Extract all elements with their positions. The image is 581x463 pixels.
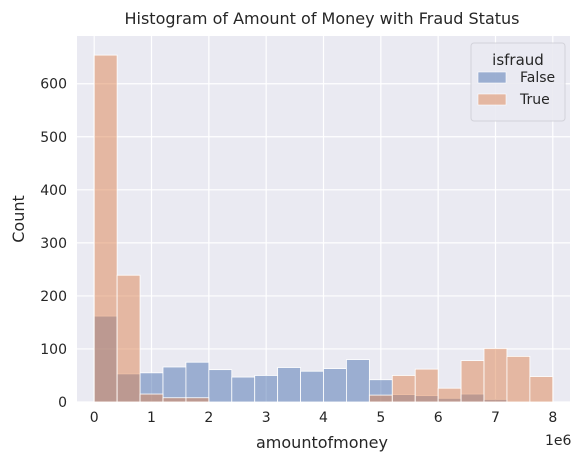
bar-true — [460, 360, 485, 403]
bar-false — [185, 361, 210, 403]
bar-true — [116, 274, 141, 403]
y-tick-label: 100 — [40, 342, 67, 358]
x-axis-label: amountofmoney — [256, 433, 388, 452]
bar-true — [483, 348, 508, 403]
legend-title: isfraud — [492, 51, 544, 69]
bar-true — [368, 394, 393, 403]
chart-title: Histogram of Amount of Money with Fraud … — [124, 9, 519, 28]
y-tick-label: 400 — [40, 183, 67, 199]
x-tick-label: 7 — [491, 410, 500, 426]
legend-swatch-false — [477, 71, 507, 84]
y-tick-label: 500 — [40, 130, 67, 146]
bar-false — [323, 368, 347, 403]
x-tick-labels: 0 1 2 3 4 5 6 7 8 — [90, 410, 558, 426]
y-tick-labels: 0 100 200 300 400 500 600 — [40, 77, 67, 411]
y-tick-label: 200 — [40, 289, 67, 305]
bar-false — [231, 376, 256, 403]
bar-true — [506, 355, 531, 403]
bar-true — [437, 387, 462, 403]
x-tick-label: 8 — [548, 410, 557, 426]
x-tick-label: 2 — [204, 410, 213, 426]
legend-label-true: True — [519, 92, 550, 108]
y-tick-label: 300 — [40, 236, 67, 252]
bar-false — [346, 359, 370, 403]
series-true-bars — [93, 54, 554, 403]
y-axis-label: Count — [9, 195, 28, 243]
bar-true — [185, 397, 210, 403]
bar-true — [139, 393, 164, 403]
y-tick-label: 600 — [40, 77, 67, 93]
legend: isfraud False True — [470, 42, 566, 122]
x-offset-label: 1e6 — [545, 433, 572, 449]
y-tick-label: 0 — [58, 395, 67, 411]
bar-false — [300, 370, 324, 403]
x-tick-label: 6 — [434, 410, 443, 426]
x-tick-label: 4 — [319, 410, 328, 426]
x-tick-label: 5 — [376, 410, 385, 426]
bar-false — [254, 375, 279, 403]
bar-false — [162, 366, 187, 403]
bar-true — [162, 397, 187, 403]
x-tick-label: 0 — [90, 410, 99, 426]
bar-true — [414, 368, 439, 403]
bar-false — [208, 369, 233, 403]
x-tick-label: 1 — [147, 410, 156, 426]
legend-swatch-true — [477, 93, 507, 106]
bar-true — [391, 375, 416, 403]
bar-true — [529, 376, 554, 403]
x-tick-label: 3 — [262, 410, 271, 426]
bar-false — [277, 367, 301, 403]
bar-true — [93, 54, 118, 403]
legend-label-false: False — [520, 70, 555, 86]
